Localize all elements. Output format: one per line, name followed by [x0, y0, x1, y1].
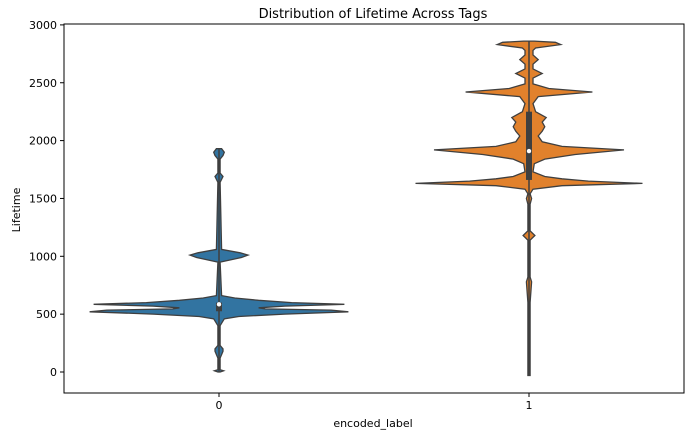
x-axis-label: encoded_label — [333, 417, 412, 430]
y-tick-label: 500 — [36, 308, 57, 321]
y-tick-label: 0 — [50, 366, 57, 379]
y-tick-label: 3000 — [29, 19, 57, 32]
y-tick-label: 2500 — [29, 77, 57, 90]
y-tick-label: 1000 — [29, 250, 57, 263]
iqr-box-0 — [216, 302, 222, 312]
iqr-box-1 — [526, 111, 532, 180]
chart-title: Distribution of Lifetime Across Tags — [259, 7, 488, 22]
violins-layer — [89, 40, 643, 377]
y-axis-label: Lifetime — [10, 187, 23, 232]
y-tick-label: 2000 — [29, 135, 57, 148]
y-axis: 0 500 1000 1500 2000 2500 3000 — [29, 19, 64, 379]
median-point-1 — [526, 148, 532, 154]
median-point-0 — [216, 302, 222, 307]
y-tick-label: 1500 — [29, 192, 57, 205]
plot-frame — [63, 23, 685, 394]
x-tick-label: 0 — [216, 399, 223, 412]
x-tick-label: 1 — [526, 399, 533, 412]
